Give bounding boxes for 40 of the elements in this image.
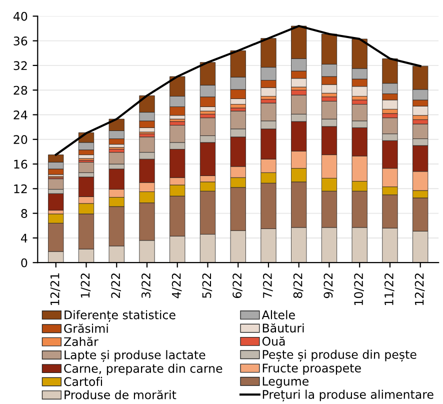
x-tick-label: 7/22 — [262, 274, 273, 298]
y-tick-label: 0 — [21, 258, 28, 268]
legend-label: Legume — [262, 376, 309, 388]
legend-label: Produse de morărit — [64, 390, 176, 400]
x-tick-label: 3/22 — [141, 274, 152, 298]
legend-label: Pește și produse din pește — [262, 350, 416, 362]
legend-label: Fructe proaspete — [262, 364, 361, 375]
legend-label: Prețuri la produse alimentare — [262, 390, 434, 402]
x-tick-label: 12/22 — [414, 274, 425, 306]
x-tick-label: 1/22 — [80, 274, 91, 298]
x-tick-label: 10/22 — [354, 274, 364, 306]
y-tick-label: 8 — [21, 209, 28, 218]
legend-label: Băuturi — [262, 323, 304, 333]
legend-label: Zahăr — [64, 336, 98, 346]
x-tick-label: 5/22 — [202, 274, 212, 298]
y-tick-label: 24 — [14, 110, 28, 120]
x-tick-label: 6/22 — [232, 274, 242, 298]
y-tick-label: 12 — [14, 184, 27, 194]
legend-label: Carne, preparate din carne — [64, 364, 222, 376]
x-tick-label: 8/22 — [293, 274, 304, 298]
y-tick-label: 36 — [14, 36, 28, 46]
legend-label: Altele — [262, 310, 295, 320]
x-tick-label: 11/22 — [384, 274, 394, 306]
legend-label: Ouă — [262, 336, 285, 346]
legend-label: Cartofi — [64, 376, 102, 386]
line-series — [54, 24, 422, 156]
legend-label: Grăsimi — [64, 324, 108, 333]
y-tick-label: 4 — [21, 234, 28, 242]
legend-label: Lapte și produse lactate — [64, 350, 206, 362]
y-tick-label: 32 — [14, 61, 27, 70]
x-tick-label: 2/22 — [111, 274, 121, 298]
x-tick-label: 12/21 — [50, 273, 60, 306]
y-tick-label: 28 — [14, 86, 28, 95]
y-tick-label: 40 — [13, 12, 28, 21]
y-tick-label: 20 — [14, 135, 28, 144]
legend-label: Diferențe statistice — [64, 310, 176, 322]
x-tick-label: 9/22 — [324, 274, 334, 298]
y-tick-label: 16 — [14, 160, 28, 169]
x-tick-label: 4/22 — [172, 274, 182, 298]
bar — [48, 193, 64, 210]
